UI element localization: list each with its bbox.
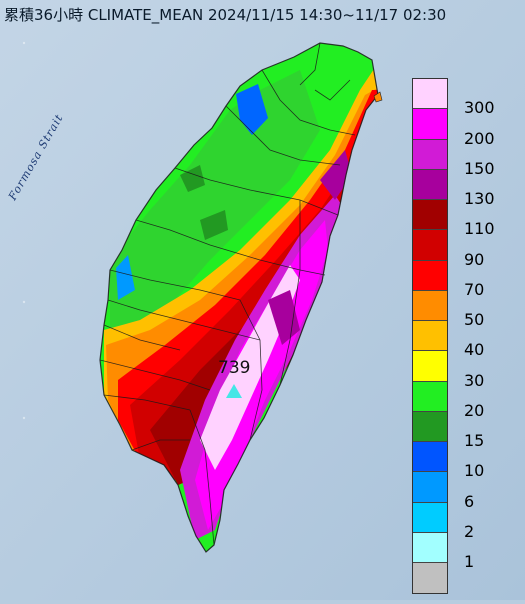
legend-swatch (413, 230, 447, 261)
legend-swatch (413, 139, 447, 170)
legend-swatch (413, 290, 447, 321)
legend-swatch (413, 200, 447, 231)
legend-swatch (413, 442, 447, 473)
max-station-value: 739 (218, 358, 251, 378)
legend-swatch (413, 351, 447, 382)
legend-swatch (413, 109, 447, 140)
triangle-marker-icon (226, 384, 242, 398)
legend-label: 2 (464, 521, 475, 541)
legend-swatch (413, 169, 447, 200)
map-title: 累積36小時 CLIMATE_MEAN 2024/11/15 14:30~11/… (4, 6, 447, 24)
legend-swatch (413, 563, 447, 594)
legend-label: 15 (464, 431, 485, 450)
legend-label: 30 (464, 370, 485, 390)
legend-swatch (413, 472, 447, 503)
legend-label: 200 (464, 128, 495, 148)
rainfall-legend (412, 78, 448, 595)
legend-label: 10 (464, 461, 485, 481)
legend-label: 70 (464, 279, 485, 299)
legend-label: 90 (464, 249, 485, 269)
legend-label: 1 (464, 552, 475, 571)
legend-label: 50 (464, 310, 485, 329)
legend-label: 40 (464, 340, 485, 360)
legend-label: 130 (464, 189, 495, 208)
legend-label: 20 (464, 400, 485, 420)
legend-label: 110 (464, 219, 495, 239)
legend-swatch (413, 260, 447, 291)
islet (373, 91, 383, 103)
legend-label: 6 (464, 491, 475, 511)
legend-swatch (413, 381, 447, 412)
county-boundaries (99, 42, 379, 553)
grid-marks (22, 41, 26, 420)
legend-swatch (413, 532, 447, 563)
legend-swatch (413, 411, 447, 442)
legend-swatch (413, 502, 447, 533)
legend-swatch (413, 321, 447, 352)
legend-swatch (413, 79, 447, 110)
legend-label: 300 (464, 98, 495, 118)
legend-label: 150 (464, 158, 495, 178)
